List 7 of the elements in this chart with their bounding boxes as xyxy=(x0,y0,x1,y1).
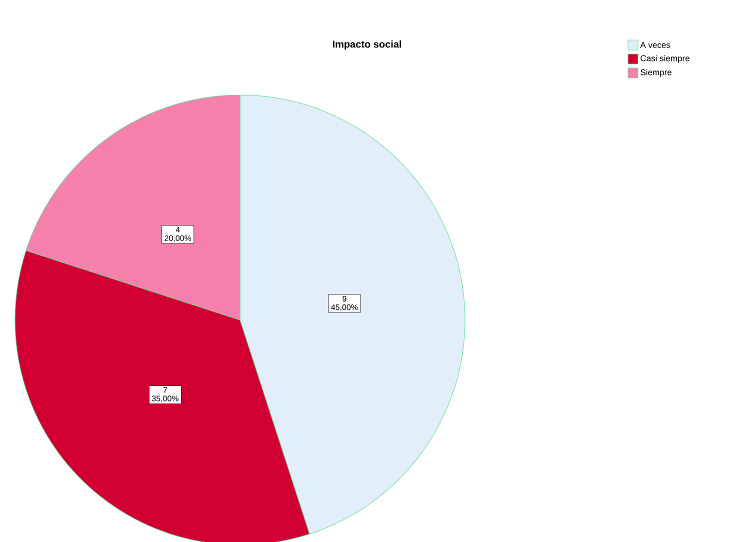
legend-label: Casi siempre xyxy=(640,55,690,63)
chart-title: Impacto social xyxy=(332,40,402,50)
legend-label: A veces xyxy=(640,42,670,48)
data-label: 7 35,00% xyxy=(152,387,178,402)
data-label: 9 45,00% xyxy=(331,296,358,312)
legend-label: Siempre xyxy=(640,69,672,77)
data-label: 4 20,00% xyxy=(164,226,192,242)
